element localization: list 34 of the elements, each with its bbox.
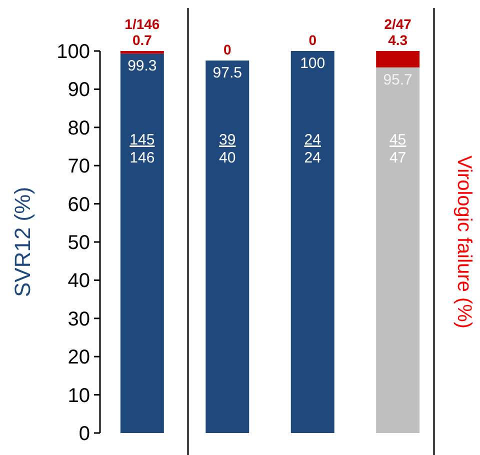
y-tick-label: 0: [78, 423, 90, 445]
bar: [206, 60, 250, 433]
data-label: 0: [223, 42, 232, 58]
data-label: 0: [308, 32, 317, 48]
data-label: 100: [300, 55, 326, 72]
bar: [376, 51, 420, 68]
annotation: 24: [304, 150, 321, 166]
bar: [120, 54, 164, 433]
y-tick-label: 90: [68, 79, 90, 102]
annotation: 45: [389, 132, 406, 148]
data-label: 99.3: [128, 58, 157, 75]
y-tick-label: 50: [68, 232, 90, 254]
y-tick-label: 100: [56, 41, 90, 63]
annotation: 146: [130, 150, 155, 166]
y-tick-label: 10: [68, 384, 90, 407]
data-label: 1/146 0.7: [124, 16, 160, 48]
y-tick-label: 70: [68, 156, 90, 178]
bar: [120, 51, 164, 54]
y-axis-title: SVR12 (%): [10, 186, 35, 298]
data-label: 2/47 4.3: [384, 16, 412, 48]
data-label: 97.5: [212, 64, 242, 82]
y2-axis-title: Virologic failure (%): [453, 155, 475, 329]
y-tick-label: 80: [68, 117, 90, 140]
y-tick-label: 20: [68, 346, 90, 369]
bar: [290, 51, 334, 433]
annotation: 24: [304, 132, 321, 148]
annotation: 39: [219, 132, 236, 148]
annotation: 47: [389, 150, 406, 166]
bar: [376, 67, 420, 433]
y-tick-label: 40: [68, 270, 90, 292]
annotation: 40: [219, 150, 236, 166]
annotation: 145: [130, 132, 155, 148]
y-tick-label: 60: [68, 194, 90, 216]
y-tick-label: 30: [68, 308, 90, 330]
